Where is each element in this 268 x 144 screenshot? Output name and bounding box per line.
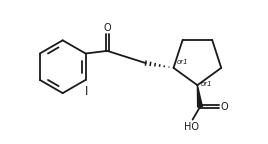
Polygon shape (198, 85, 202, 107)
Text: I: I (85, 85, 88, 98)
Text: O: O (221, 102, 228, 112)
Text: or1: or1 (201, 81, 213, 87)
Text: HO: HO (184, 122, 199, 132)
Text: or1: or1 (177, 59, 188, 65)
Text: O: O (103, 23, 111, 33)
